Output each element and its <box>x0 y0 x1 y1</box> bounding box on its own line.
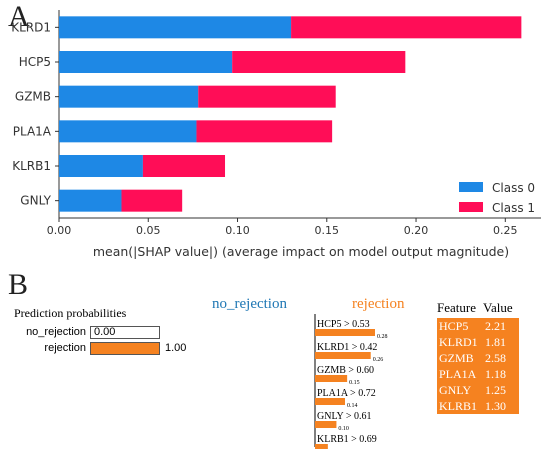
lime-value-label: 0.15 <box>349 380 360 386</box>
x-tick-label: 0.20 <box>404 224 429 237</box>
lime-bar <box>315 352 371 359</box>
x-tick-label: 0.10 <box>225 224 250 237</box>
lime-bar <box>315 329 375 336</box>
feature-cell: KLRD1 <box>439 335 478 349</box>
lime-feature-label: GZMB > 0.60 <box>317 365 374 376</box>
value-cell: 2.58 <box>485 351 506 365</box>
x-tick-label: 0.15 <box>315 224 340 237</box>
prediction-probabilities-title: Prediction probabilities <box>14 306 127 320</box>
bar-hcp5-class-0 <box>59 51 233 73</box>
bar-klrd1-class-1 <box>291 16 522 39</box>
value-cell: 1.25 <box>485 383 506 397</box>
lime-feature-label: PLA1A > 0.72 <box>317 388 376 399</box>
feature-value-row: KLRB1 1.30 <box>437 398 519 414</box>
y-tick-label: KLRB1 <box>12 159 51 173</box>
panel-b-lime-explanation: B Prediction probabilities no_rejection … <box>0 270 550 449</box>
bar-klrb1-class-1 <box>142 155 226 177</box>
bar-gzmb-class-0 <box>59 85 199 108</box>
legend-swatch-class-0 <box>459 182 483 192</box>
lime-feature-label: KLRB1 > 0.69 <box>317 434 377 445</box>
feature-value-table: Feature Value HCP5 2.21 KLRD1 1.81 GZMB 2.5… <box>437 300 519 414</box>
prob-fill-rejection <box>91 343 159 354</box>
prob-value-no-rejection: 0.00 <box>94 326 116 338</box>
lime-bar <box>315 421 337 428</box>
bar-pla1a-class-1 <box>196 120 333 143</box>
value-cell: 1.30 <box>485 399 506 413</box>
bar-hcp5-class-1 <box>232 51 406 73</box>
prob-label-no-rejection: no_rejection <box>26 326 86 338</box>
lime-bar <box>315 375 348 382</box>
feature-cell: HCP5 <box>439 319 469 333</box>
bar-klrb1-class-0 <box>59 155 143 177</box>
value-column-header: Value <box>483 300 513 315</box>
y-tick-label: GZMB <box>15 90 51 104</box>
prob-bar-no-rejection: 0.00 <box>90 326 160 339</box>
feature-cell: GNLY <box>439 383 472 397</box>
feature-value-row: HCP5 2.21 <box>437 318 519 334</box>
feature-value-header: Feature Value <box>437 300 519 318</box>
lime-value-label: 0.14 <box>347 403 358 409</box>
x-tick-label: 0.05 <box>136 224 161 237</box>
value-cell: 1.81 <box>485 335 506 349</box>
lime-value-label: 0.10 <box>338 426 349 432</box>
shap-bar-chart: KLRD1 HCP5 GZMB PLA1A KLRB1 GNLY 0.00 0.05 0.10 0… <box>11 10 541 259</box>
feature-value-row: KLRD1 1.81 <box>437 334 519 350</box>
prob-label-rejection: rejection <box>44 342 86 354</box>
feature-value-row: GNLY 1.25 <box>437 382 519 398</box>
feature-value-row: GZMB 2.58 <box>437 350 519 366</box>
bar-gnly-class-0 <box>59 189 122 212</box>
panel-a-shap-summary: A KLRD1 HCP5 GZMB PLA1A KLRB1 GNLY 0.00 0.05 0.1… <box>8 0 541 259</box>
class-label-rejection: rejection <box>352 296 405 312</box>
x-tick-label: 0.00 <box>47 224 72 237</box>
feature-cell: PLA1A <box>439 367 477 381</box>
y-tick-label: GNLY <box>20 194 51 208</box>
class-label-no-rejection: no_rejection <box>212 296 287 312</box>
panel-letter-b: B <box>8 268 29 301</box>
lime-value-label: 0.28 <box>377 334 388 340</box>
lime-bar <box>315 398 345 405</box>
y-tick-label: PLA1A <box>13 124 52 138</box>
legend-label: Class 1 <box>492 201 535 215</box>
feature-column-header: Feature <box>437 300 476 315</box>
feature-cell: KLRB1 <box>439 399 478 413</box>
lime-feature-label: GNLY > 0.61 <box>317 411 372 422</box>
legend-swatch-class-1 <box>459 202 483 212</box>
prob-value-rejection: 1.00 <box>165 342 187 354</box>
y-tick-label: HCP5 <box>19 55 51 69</box>
feature-value-body: HCP5 2.21 KLRD1 1.81 GZMB 2.58 PLA1A 1.18 GN… <box>437 318 519 414</box>
bar-gzmb-class-1 <box>198 85 336 108</box>
legend-label: Class 0 <box>492 181 535 195</box>
feature-cell: GZMB <box>439 351 474 365</box>
bar-pla1a-class-0 <box>59 120 197 143</box>
x-axis-label: mean(|SHAP value|) (average impact on mo… <box>93 244 509 259</box>
lime-feature-label: HCP5 > 0.53 <box>317 319 370 330</box>
lime-feature-label: KLRD1 > 0.42 <box>317 342 377 353</box>
lime-value-label: 0.26 <box>373 357 384 363</box>
y-tick-label: KLRD1 <box>11 20 51 34</box>
lime-bar <box>315 444 328 449</box>
x-tick-label: 0.25 <box>493 224 518 237</box>
value-cell: 2.21 <box>485 319 506 333</box>
bar-klrd1-class-0 <box>59 16 292 39</box>
value-cell: 1.18 <box>485 367 506 381</box>
bar-gnly-class-1 <box>121 189 183 212</box>
prob-bar-rejection <box>90 342 160 355</box>
feature-value-row: PLA1A 1.18 <box>437 366 519 382</box>
panel-letter-a: A <box>8 0 30 33</box>
